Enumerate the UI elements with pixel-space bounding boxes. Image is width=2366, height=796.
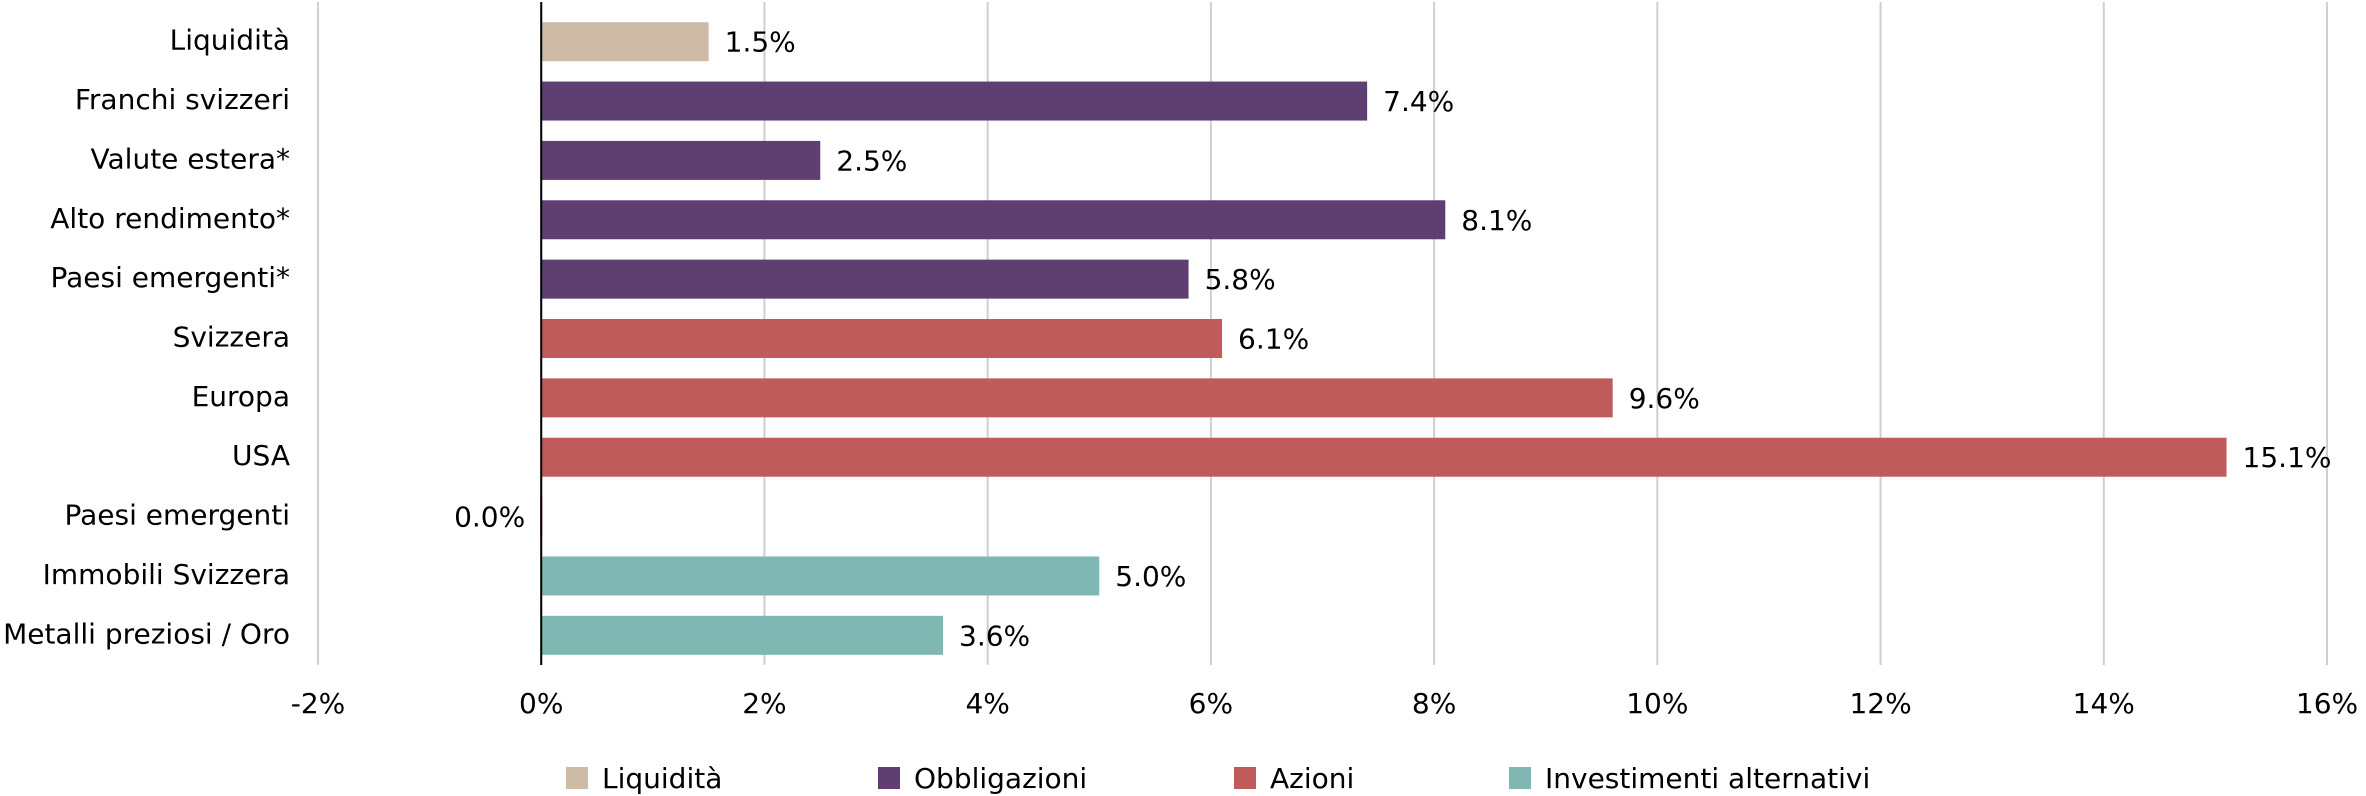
data-label: 3.6% [959,619,1030,652]
bar [541,437,2227,477]
x-tick-label: 6% [1189,687,1233,720]
bar [541,615,944,655]
y-tick-label: Franchi svizzeri [75,83,290,116]
x-tick-label: 10% [1626,687,1688,720]
legend-label: Liquidità [602,762,722,795]
bar [541,259,1189,299]
x-tick-label: 0% [519,687,563,720]
legend-swatch [566,767,588,789]
data-label: 1.5% [725,26,796,59]
y-tick-label: Immobili Svizzera [43,558,290,591]
y-tick-label: Paesi emergenti* [50,261,290,294]
y-tick-label: Europa [192,380,290,413]
bar [541,556,1100,596]
data-label: 5.0% [1115,560,1186,593]
x-tick-label: 16% [2296,687,2358,720]
x-tick-label: 4% [965,687,1009,720]
x-tick-label: 14% [2073,687,2135,720]
y-tick-label: Liquidità [170,24,290,57]
data-label: 6.1% [1238,323,1309,356]
bar [541,22,709,62]
x-tick-label: 8% [1412,687,1456,720]
data-label: 8.1% [1461,204,1532,237]
legend-swatch [878,767,900,789]
legend-label: Azioni [1270,762,1354,795]
bar [541,81,1368,121]
bar [541,140,821,180]
bar [541,200,1446,240]
y-tick-label: Valute estera* [91,142,290,175]
legend-swatch [1509,767,1531,789]
y-tick-label: Svizzera [173,321,290,354]
legend-swatch [1234,767,1256,789]
y-tick-label: Alto rendimento* [50,202,290,235]
x-tick-label: 2% [742,687,786,720]
x-tick-label: -2% [291,687,346,720]
data-label: 15.1% [2243,441,2332,474]
legend-label: Obbligazioni [914,762,1087,795]
bar [541,378,1613,418]
legend-label: Investimenti alternativi [1545,762,1870,795]
y-tick-label: Paesi emergenti [64,499,290,532]
data-label: 9.6% [1629,382,1700,415]
data-label: 5.8% [1205,263,1276,296]
x-tick-label: 12% [1849,687,1911,720]
y-tick-label: Metalli preziosi / Oro [3,617,290,650]
data-label: 7.4% [1383,85,1454,118]
data-label: 2.5% [836,144,907,177]
y-tick-label: USA [232,439,290,472]
bar [541,319,1223,358]
data-label: 0.0% [454,501,525,534]
